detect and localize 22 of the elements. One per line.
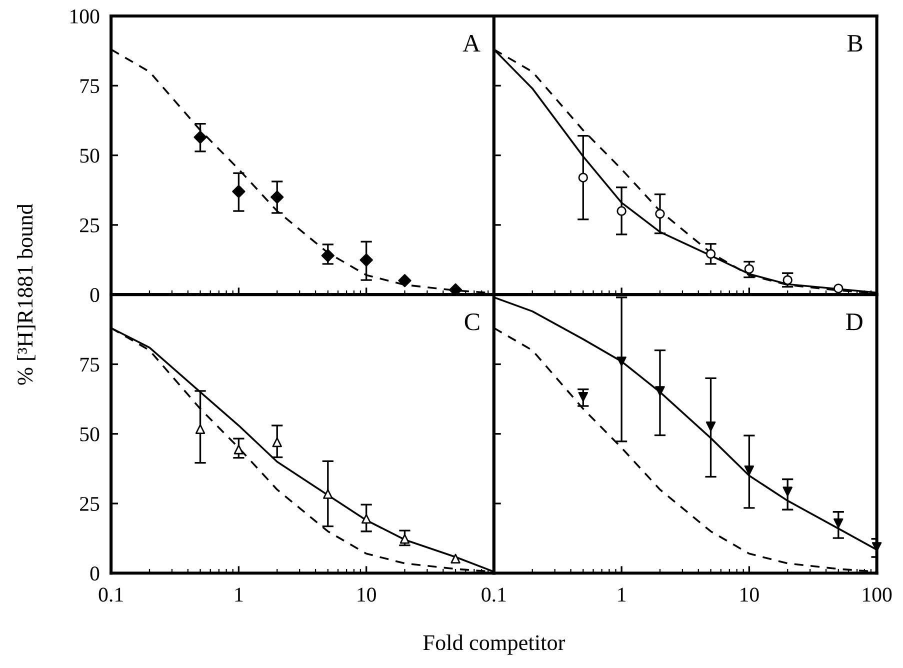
- annotation: A: [462, 34, 480, 52]
- x-tick-label: 10: [740, 588, 759, 602]
- y-axis-title: % [³H]R1881 bound: [17, 204, 36, 385]
- annotation: C: [464, 313, 480, 330]
- y-tick-label: 0: [90, 288, 100, 302]
- y-tick-label: 25: [80, 218, 100, 232]
- x-tick-label: 100: [863, 588, 892, 602]
- x-tick-label: 10: [358, 588, 376, 602]
- x-tick-label: 0.1: [98, 588, 123, 602]
- y-tick-label: 0: [90, 566, 100, 581]
- y-tick-label: 50: [80, 148, 100, 163]
- y-tick-label: 25: [80, 496, 100, 511]
- annotation: B: [847, 35, 862, 52]
- y-tick-label: 50: [80, 427, 100, 442]
- x-tick-label: 0.1: [482, 588, 506, 602]
- x-tick-label: 1: [235, 588, 243, 602]
- annotation: D: [846, 314, 862, 330]
- x-axis-title: Fold competitor: [423, 634, 566, 655]
- y-tick-label: 100: [70, 9, 100, 24]
- y-tick-label: 75: [80, 79, 100, 94]
- y-tick-label: 75: [80, 358, 100, 372]
- x-tick-label: 1: [618, 588, 626, 602]
